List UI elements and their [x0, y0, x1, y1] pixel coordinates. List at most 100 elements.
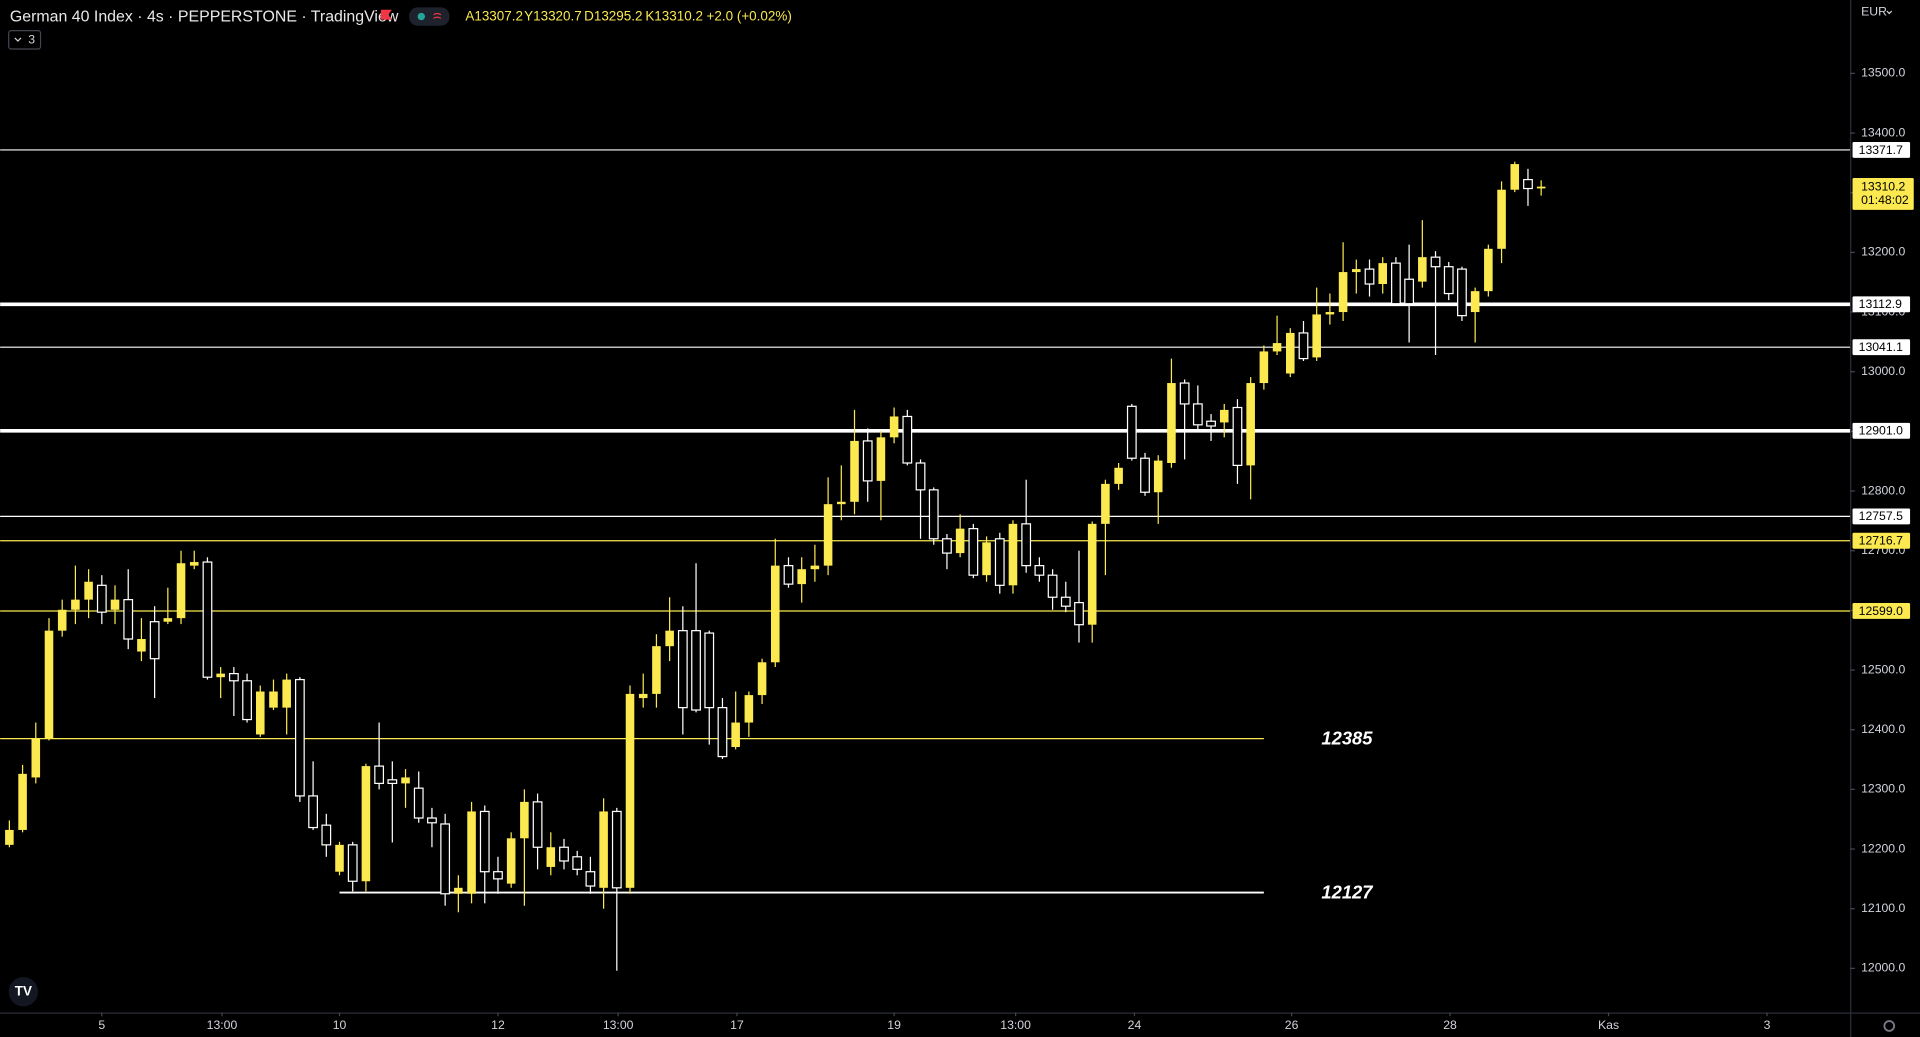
- level-label-box: [1852, 532, 1911, 549]
- candle-body: [1364, 268, 1375, 285]
- candle-body: [665, 630, 674, 647]
- level-label-box: [1852, 141, 1911, 158]
- candle-body: [625, 693, 635, 888]
- candle-body: [1484, 248, 1493, 292]
- candle-body: [599, 811, 608, 888]
- currency-label[interactable]: EUR: [1861, 4, 1887, 18]
- candle-body: [862, 440, 873, 482]
- candle-body: [1523, 178, 1533, 190]
- candle-body: [1008, 523, 1018, 586]
- candle-body: [902, 415, 913, 464]
- candle-body: [994, 538, 1005, 586]
- y-tick-label: 12000.0: [1861, 961, 1905, 975]
- candle-body: [1443, 266, 1454, 295]
- candle-body: [163, 618, 173, 622]
- level-label: 13041.1: [1859, 340, 1903, 354]
- candle-body: [1325, 312, 1335, 315]
- candle-body: [704, 632, 715, 709]
- candle-body: [467, 811, 476, 894]
- level-label: 12599.0: [1859, 604, 1903, 618]
- candle-body: [876, 437, 886, 481]
- candle-body: [1087, 523, 1097, 625]
- candle-body: [928, 489, 939, 540]
- candle-body: [1510, 164, 1520, 190]
- candle-body: [427, 817, 437, 824]
- candle-body: [282, 679, 291, 708]
- candle-body: [532, 801, 543, 848]
- status-icon: [433, 12, 442, 19]
- candle-body: [84, 581, 93, 600]
- x-tick-label: 28: [1443, 1018, 1457, 1032]
- level-label-box: [1852, 422, 1911, 439]
- candle-body: [1418, 257, 1427, 282]
- level-annotation: 12385: [1321, 728, 1373, 749]
- y-tick-label: 13000.0: [1861, 364, 1905, 378]
- candle-body: [44, 630, 54, 739]
- candle-body: [1114, 467, 1123, 484]
- candle-body: [216, 673, 225, 678]
- x-tick-label: 12: [491, 1018, 505, 1032]
- y-tick-label: 12200.0: [1861, 841, 1905, 855]
- candle-body: [1246, 383, 1255, 466]
- ohlc-value: K13310.2: [645, 9, 703, 24]
- candle-body: [110, 599, 120, 610]
- candle-body: [770, 565, 780, 663]
- candle-body: [1021, 523, 1032, 567]
- level-label-box: [1852, 339, 1911, 356]
- y-tick-label: 12500.0: [1861, 662, 1905, 676]
- candle-body: [850, 440, 859, 502]
- level-label: 12901.0: [1859, 424, 1903, 438]
- candle-body: [1034, 565, 1045, 576]
- candle-body: [915, 462, 926, 491]
- ohlc-value: D13295.2: [584, 9, 642, 24]
- y-tick-label: 12800.0: [1861, 483, 1905, 497]
- candle-body: [546, 847, 556, 867]
- candle-body: [1285, 332, 1295, 374]
- candle-body: [982, 542, 991, 576]
- candle-body: [1219, 409, 1229, 423]
- tv-logo-mark: TV: [15, 983, 32, 998]
- candle-body: [1179, 382, 1190, 405]
- candle-body: [611, 810, 622, 889]
- candle-body: [1167, 383, 1176, 463]
- candle-body: [242, 680, 252, 721]
- candle-body: [1153, 460, 1163, 493]
- candle-body: [744, 695, 754, 723]
- candle-body: [691, 630, 701, 711]
- x-tick-label: 13:00: [1000, 1018, 1031, 1032]
- candle-body: [294, 678, 305, 797]
- y-tick-label: 12400.0: [1861, 722, 1905, 736]
- candle-body: [1536, 186, 1546, 189]
- settings-icon[interactable]: [1883, 1020, 1896, 1032]
- candle-body: [638, 693, 648, 699]
- candle-body: [1259, 351, 1269, 384]
- candle-body: [71, 599, 80, 610]
- candle-body: [31, 738, 41, 778]
- tv-logo[interactable]: [8, 977, 39, 1007]
- candle-body: [585, 871, 596, 887]
- level-annotation: 12127: [1321, 882, 1373, 903]
- indicator-toggle[interactable]: [8, 29, 42, 50]
- candle-body: [520, 801, 529, 839]
- candle-body: [968, 528, 979, 576]
- candle-body: [1391, 262, 1401, 305]
- x-tick-label: 13:00: [207, 1018, 238, 1032]
- candle-body: [572, 856, 583, 870]
- candle-body: [1298, 332, 1309, 360]
- y-tick-label: 13200.0: [1861, 245, 1905, 259]
- candle-body: [269, 691, 278, 708]
- x-tick-label: 10: [333, 1018, 347, 1032]
- candle-body: [1430, 256, 1441, 268]
- x-tick-label: 19: [887, 1018, 901, 1032]
- last-price-label: 13310.2: [1861, 179, 1905, 193]
- candle-body: [1074, 602, 1084, 626]
- candle-body: [228, 673, 239, 682]
- candle-body: [493, 871, 503, 880]
- level-label: 12757.5: [1859, 509, 1903, 523]
- candle-body: [413, 787, 424, 819]
- candle-body: [57, 609, 67, 631]
- status-pill[interactable]: [409, 7, 450, 26]
- ohlc-value: A13307.2: [465, 9, 523, 24]
- y-tick-label: 13500.0: [1861, 66, 1905, 80]
